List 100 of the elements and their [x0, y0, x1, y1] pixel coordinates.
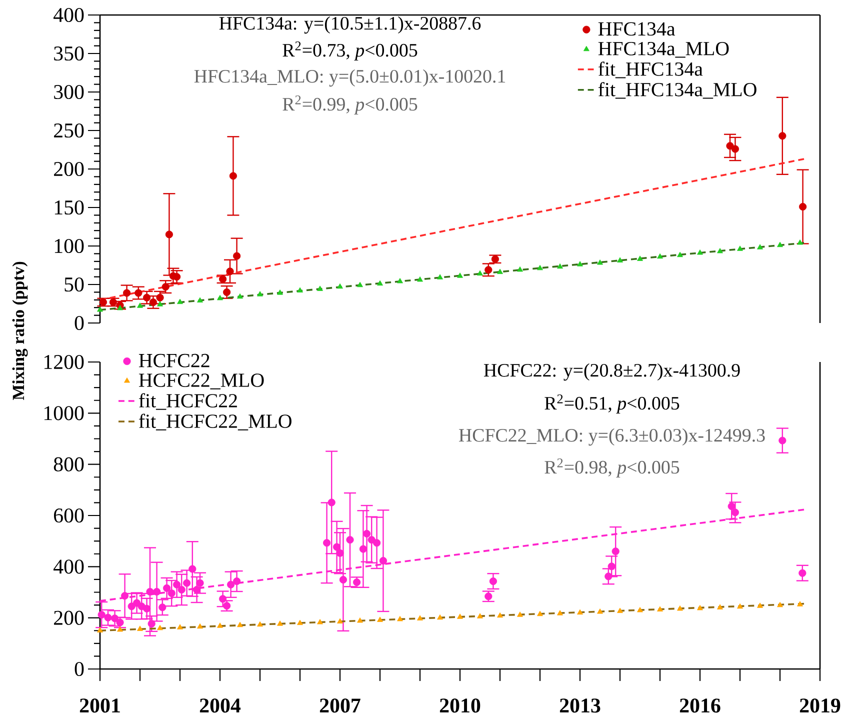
point	[162, 283, 170, 291]
point	[417, 276, 423, 282]
y-tick-label: 100	[54, 238, 84, 254]
legend-label: fit_HCFC22	[139, 393, 237, 410]
legend-label: fit_HFC134a_MLO	[598, 82, 756, 99]
y-tick-label: 0	[74, 316, 84, 330]
point	[317, 619, 323, 624]
point	[168, 589, 176, 598]
point	[497, 612, 503, 618]
point	[717, 248, 723, 254]
point	[277, 620, 283, 626]
x-tick-label: 2004	[200, 698, 241, 713]
point	[339, 576, 348, 584]
point	[336, 549, 344, 557]
point	[346, 536, 354, 544]
legend-label: HFC134a	[598, 22, 676, 36]
point	[163, 584, 171, 592]
point	[437, 274, 443, 280]
point	[117, 304, 123, 310]
point	[227, 580, 235, 588]
x-tick-label: 2007	[320, 698, 360, 713]
point	[728, 502, 736, 510]
point	[123, 289, 131, 297]
point	[117, 626, 123, 632]
point	[477, 270, 483, 276]
point	[757, 602, 763, 608]
point	[717, 604, 723, 610]
point	[608, 562, 616, 570]
x-tick-label: 2019	[800, 698, 840, 713]
point	[148, 620, 156, 628]
point	[357, 618, 363, 623]
point	[477, 613, 483, 618]
point	[726, 142, 734, 150]
point	[597, 608, 603, 614]
point	[111, 614, 119, 622]
point	[146, 588, 154, 596]
point	[778, 436, 786, 444]
x-tick-label: 2016	[680, 698, 720, 713]
point	[612, 548, 620, 556]
point	[677, 252, 683, 258]
y-axis-title: Mixing ratio (pptv)	[12, 262, 28, 400]
point	[697, 604, 703, 610]
point	[277, 290, 283, 295]
point	[577, 261, 583, 266]
annotation: R$^{2}$=0.51, p<0.005	[544, 394, 680, 414]
point	[157, 624, 163, 630]
point	[226, 268, 234, 276]
point	[188, 565, 196, 573]
point	[233, 577, 241, 586]
point	[183, 579, 191, 587]
point	[517, 266, 523, 272]
point	[697, 250, 703, 255]
legend-label: HCFC22_MLO	[138, 374, 264, 390]
point	[323, 539, 331, 547]
y-tick-label: 0	[74, 662, 84, 676]
point	[797, 601, 803, 606]
y-tick-label: 600	[54, 508, 84, 523]
point	[557, 610, 563, 616]
y-tick-label: 800	[54, 457, 84, 472]
point	[517, 612, 523, 617]
y-tick-label: 50	[64, 277, 84, 292]
point	[484, 266, 492, 274]
y-tick-label: 300	[54, 84, 84, 100]
point	[737, 603, 743, 609]
point	[98, 610, 106, 619]
point	[157, 301, 163, 306]
point	[557, 263, 563, 269]
point	[149, 298, 157, 306]
point	[337, 283, 343, 289]
point	[497, 268, 503, 274]
point	[377, 616, 383, 622]
point	[173, 580, 181, 588]
legend-label: HFC134a_MLO	[598, 42, 729, 58]
point	[233, 252, 241, 260]
legend-label: fit_HCFC22_MLO	[139, 414, 292, 430]
point	[217, 622, 223, 628]
point	[457, 272, 463, 278]
point	[637, 607, 643, 612]
point	[797, 240, 803, 245]
point	[737, 246, 743, 251]
point	[197, 623, 203, 629]
point	[237, 293, 243, 299]
point	[604, 572, 612, 580]
point	[373, 539, 381, 547]
point	[197, 297, 203, 302]
point	[196, 579, 204, 587]
point	[156, 294, 164, 302]
point	[177, 298, 183, 304]
point	[137, 626, 143, 631]
point	[297, 287, 303, 292]
y-tick-label: 150	[54, 200, 84, 215]
point	[637, 256, 643, 261]
point	[731, 145, 740, 153]
legend-label: HCFC22	[138, 354, 210, 368]
y-tick-label: 1200	[44, 354, 84, 370]
point	[363, 530, 371, 538]
point	[257, 621, 263, 627]
point	[158, 604, 166, 612]
point	[153, 588, 161, 596]
point	[397, 616, 403, 622]
